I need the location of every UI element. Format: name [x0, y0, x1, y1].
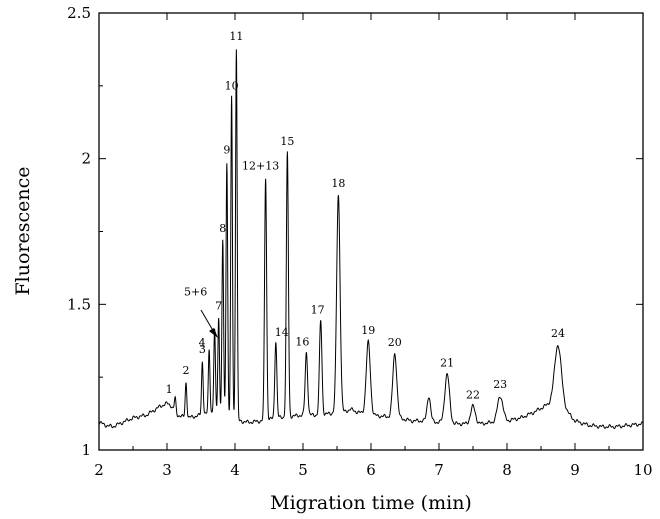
- x-tick-label: 10: [633, 461, 652, 479]
- peak-label: 5+6: [184, 286, 207, 299]
- peak-label: 14: [275, 326, 289, 339]
- peak-label: 7: [215, 299, 222, 312]
- peak-label: 15: [280, 135, 294, 148]
- y-axis: 1 1.5 2 2.5: [67, 4, 643, 459]
- peak-label: 10: [225, 79, 239, 92]
- annotation-arrowhead: [209, 328, 218, 338]
- peak-label: 3: [199, 343, 206, 356]
- x-axis-title: Migration time (min): [270, 492, 472, 514]
- x-tick-label: 9: [570, 461, 580, 479]
- peak-label: 11: [229, 30, 243, 43]
- peak-label: 23: [493, 378, 507, 391]
- peak-label: 19: [361, 324, 375, 337]
- peak-label: 9: [223, 144, 230, 157]
- x-tick-label: 8: [502, 461, 512, 479]
- fluorescence-trace: [98, 49, 644, 430]
- x-tick-label: 3: [162, 461, 172, 479]
- peak-label: 18: [331, 177, 345, 190]
- peak-label: 16: [295, 335, 309, 348]
- y-tick-label: 2.5: [67, 4, 91, 22]
- peak-label: 21: [440, 356, 454, 369]
- y-tick-label: 2: [81, 150, 91, 168]
- x-tick-label: 5: [298, 461, 308, 479]
- peak-label: 22: [466, 388, 480, 401]
- peak-label: 8: [219, 222, 226, 235]
- peak-labels: 12345+6789101112+13141516171819202122232…: [166, 30, 565, 401]
- peak-label: 17: [311, 303, 325, 316]
- x-axis: 2 3 4 5 6 7 8 9 10: [94, 13, 653, 479]
- y-axis-title: Fluorescence: [12, 166, 34, 295]
- peak-label: 20: [388, 336, 402, 349]
- x-tick-label: 6: [366, 461, 376, 479]
- peak-label: 1: [166, 383, 173, 396]
- y-tick-label: 1: [81, 441, 91, 459]
- peak-label: 24: [551, 327, 565, 340]
- x-tick-label: 2: [94, 461, 104, 479]
- x-tick-label: 7: [434, 461, 444, 479]
- x-tick-label: 4: [230, 461, 240, 479]
- peak-label: 2: [183, 364, 190, 377]
- peak-label: 4: [199, 336, 206, 349]
- peak-label: 12+13: [242, 160, 279, 173]
- y-tick-label: 1.5: [67, 295, 91, 313]
